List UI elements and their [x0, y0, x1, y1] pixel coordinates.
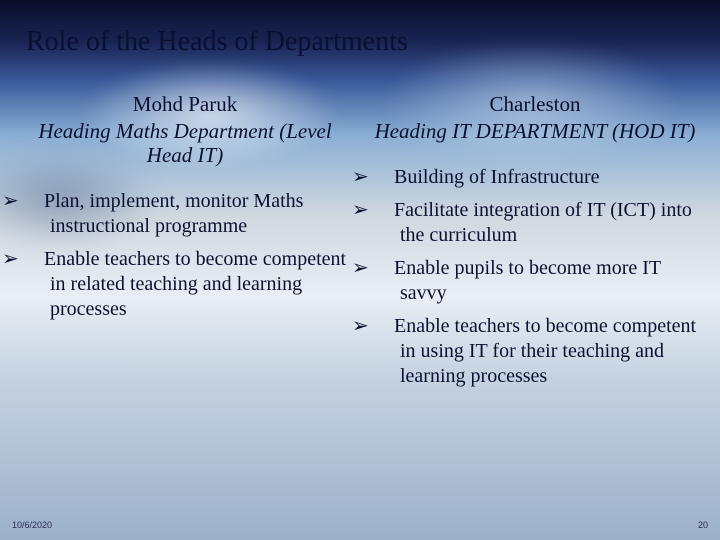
bullet-text: Facilitate integration of IT (ICT) into … — [394, 199, 692, 246]
right-column: Charleston Heading IT DEPARTMENT (HOD IT… — [370, 92, 700, 397]
list-item: ➢Enable teachers to become competent in … — [376, 314, 700, 389]
bullet-text: Plan, implement, monitor Maths instructi… — [44, 190, 303, 237]
right-subhead: Heading IT DEPARTMENT (HOD IT) — [370, 119, 700, 143]
bullet-arrow-icon: ➢ — [26, 247, 44, 272]
right-name: Charleston — [370, 92, 700, 117]
bullet-arrow-icon: ➢ — [376, 314, 394, 339]
list-item: ➢Enable pupils to become more IT savvy — [376, 256, 700, 306]
slide: Role of the Heads of Departments Mohd Pa… — [0, 0, 720, 540]
list-item: ➢Facilitate integration of IT (ICT) into… — [376, 198, 700, 248]
bullet-text: Building of Infrastructure — [394, 166, 600, 188]
footer-date: 10/6/2020 — [12, 520, 52, 530]
footer-page-number: 20 — [698, 520, 708, 530]
bullet-text: Enable teachers to become competent in u… — [394, 315, 696, 387]
columns: Mohd Paruk Heading Maths Department (Lev… — [20, 92, 700, 397]
bullet-arrow-icon: ➢ — [376, 165, 394, 190]
left-subhead: Heading Maths Department (Level Head IT) — [20, 119, 350, 167]
bullet-arrow-icon: ➢ — [26, 189, 44, 214]
right-bullets: ➢Building of Infrastructure ➢Facilitate … — [370, 165, 700, 389]
left-column: Mohd Paruk Heading Maths Department (Lev… — [20, 92, 350, 397]
bullet-text: Enable pupils to become more IT savvy — [394, 257, 661, 304]
left-name: Mohd Paruk — [20, 92, 350, 117]
list-item: ➢Plan, implement, monitor Maths instruct… — [26, 189, 350, 239]
left-bullets: ➢Plan, implement, monitor Maths instruct… — [20, 189, 350, 322]
list-item: ➢Enable teachers to become competent in … — [26, 247, 350, 322]
bullet-arrow-icon: ➢ — [376, 198, 394, 223]
bullet-text: Enable teachers to become competent in r… — [44, 248, 346, 320]
bullet-arrow-icon: ➢ — [376, 256, 394, 281]
slide-title: Role of the Heads of Departments — [26, 26, 408, 58]
list-item: ➢Building of Infrastructure — [376, 165, 700, 190]
